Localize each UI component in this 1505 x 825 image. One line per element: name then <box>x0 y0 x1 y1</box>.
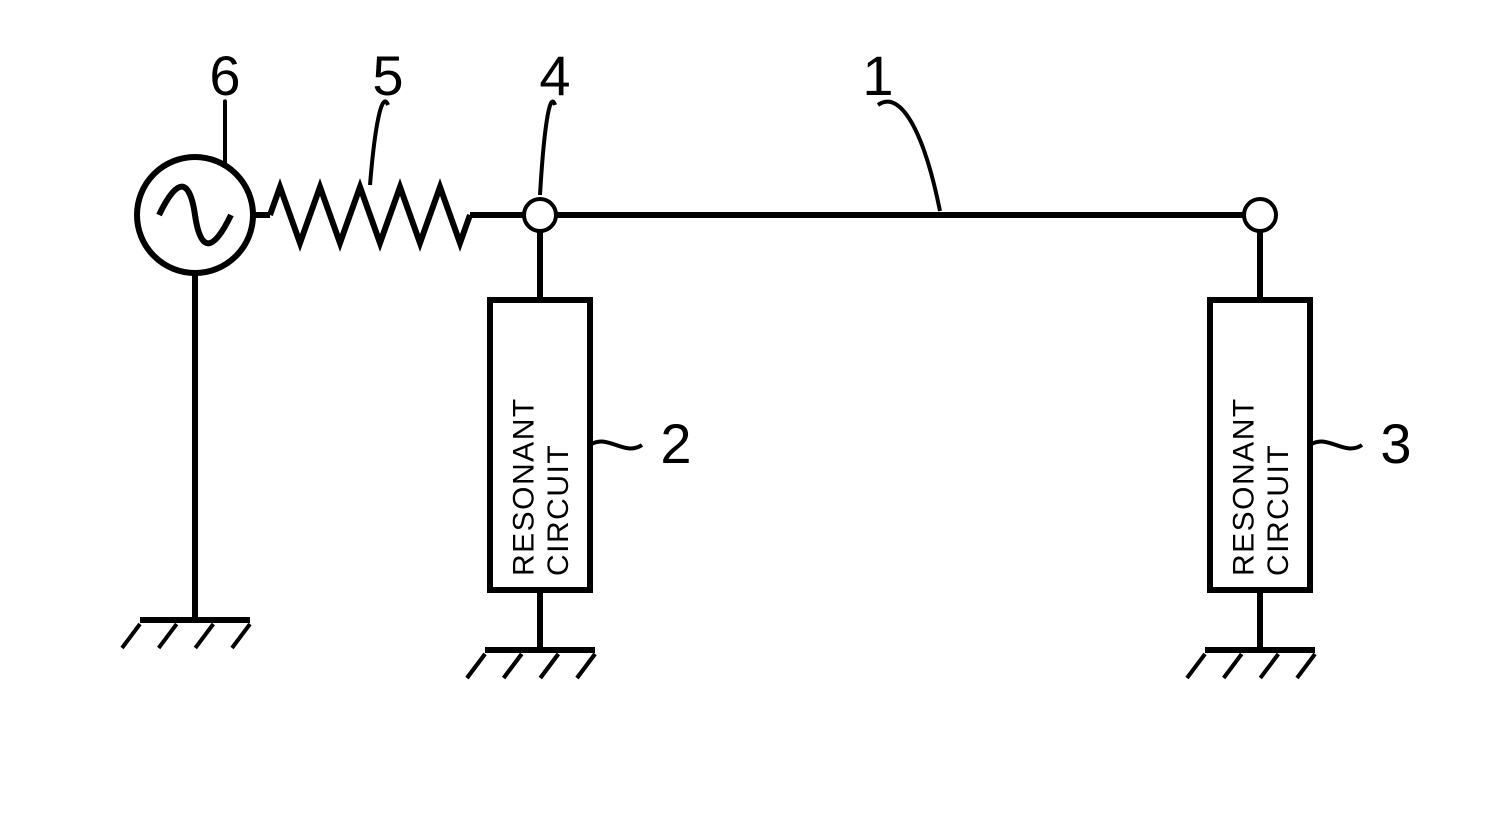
ground-source-hatch <box>122 624 140 648</box>
ground-resR-hatch <box>1224 654 1242 678</box>
ground-resR-hatch <box>1260 654 1278 678</box>
leader-node-left <box>540 102 555 195</box>
leader-tx-line <box>878 102 940 211</box>
node-left <box>524 199 556 231</box>
ground-resL-hatch <box>540 654 558 678</box>
reflabel-res-left: 2 <box>660 412 691 475</box>
ground-resL-hatch <box>504 654 522 678</box>
ground-source-hatch <box>195 624 213 648</box>
ground-source-hatch <box>159 624 177 648</box>
node-right <box>1244 199 1276 231</box>
leader-res-right <box>1310 442 1362 449</box>
ground-source-hatch <box>232 624 250 648</box>
diagram-svg: RESONANTCIRCUITRESONANTCIRCUIT654123 <box>0 0 1505 825</box>
reflabel-source: 6 <box>209 44 240 107</box>
reflabel-node-left: 4 <box>539 44 570 107</box>
ground-resR-hatch <box>1187 654 1205 678</box>
circuit-diagram: RESONANTCIRCUITRESONANTCIRCUIT654123 <box>0 0 1505 825</box>
leader-res-left <box>590 442 642 449</box>
reflabel-tx-line: 1 <box>862 44 893 107</box>
ground-resL-hatch <box>577 654 595 678</box>
resistor <box>270 187 470 243</box>
reflabel-res-right: 3 <box>1380 412 1411 475</box>
ground-resL-hatch <box>467 654 485 678</box>
ac-source-sine <box>159 187 231 244</box>
leader-resistor <box>370 101 388 185</box>
ground-resR-hatch <box>1297 654 1315 678</box>
reflabel-resistor: 5 <box>372 44 403 107</box>
